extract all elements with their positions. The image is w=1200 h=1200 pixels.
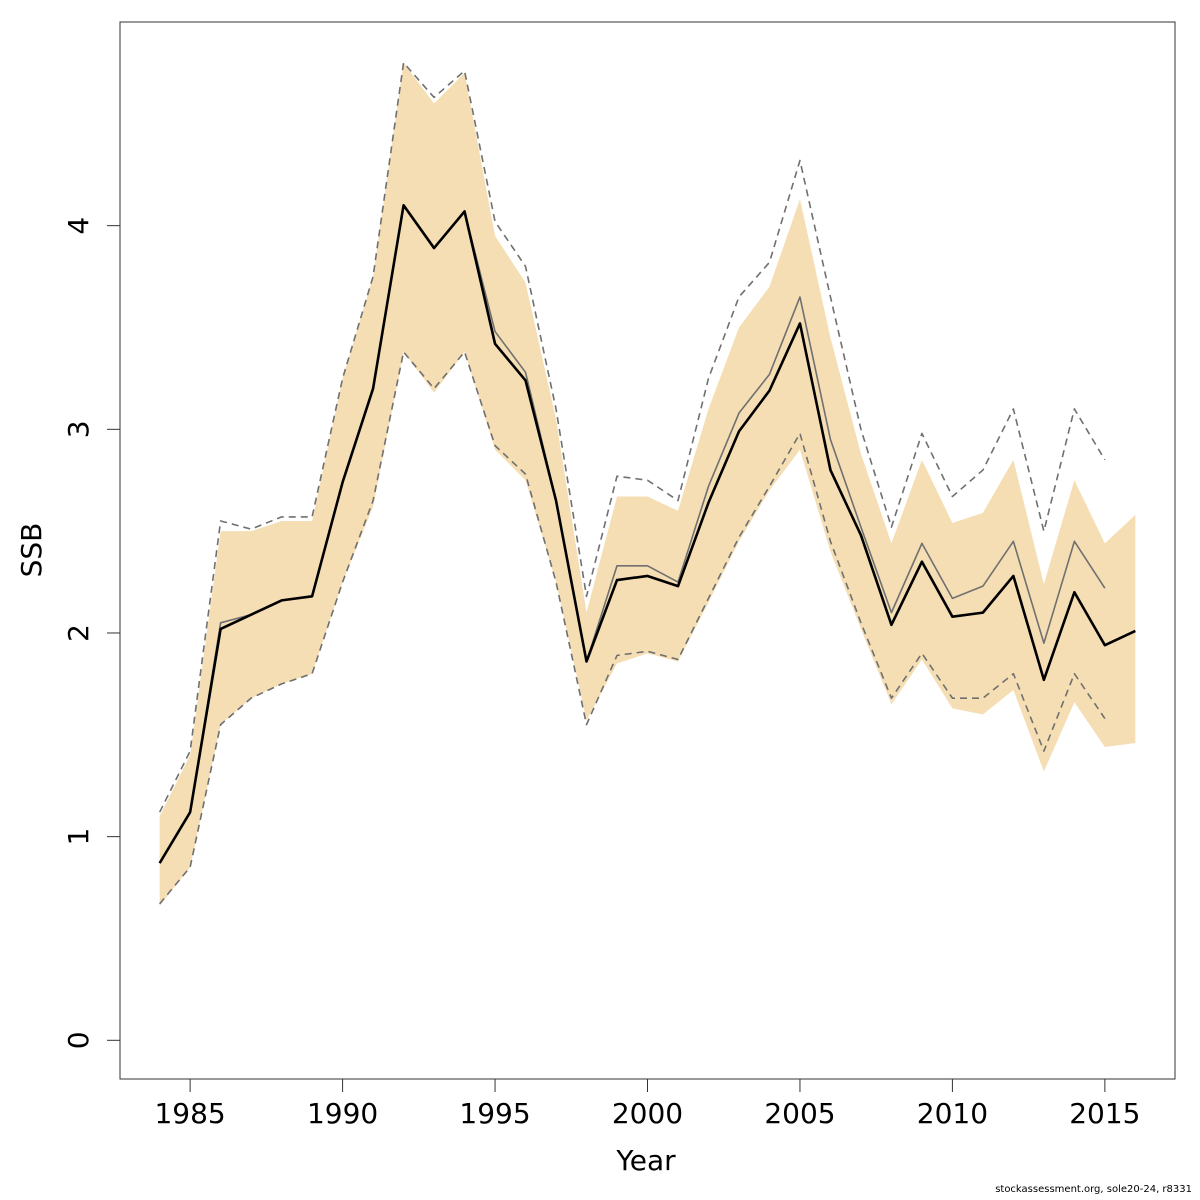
y-tick-label: 2 [62,624,95,642]
confidence-band [159,62,1136,906]
dashed-line [158,61,1106,813]
x-tick-label: 2010 [917,1097,988,1130]
dashed-line [159,351,1106,905]
x-tick-label: 2000 [612,1097,683,1130]
y-tick-label: 4 [62,217,95,235]
y-tick-label: 1 [62,828,95,846]
y-axis-label: SSB [15,523,48,578]
footnote: stockassessment.org, sole20-24, r8331 [995,1184,1192,1195]
x-tick-label: 2015 [1069,1097,1140,1130]
y-tick-label: 3 [62,420,95,438]
x-axis-label: Year [615,1144,676,1177]
x-tick-label: 2005 [764,1097,835,1130]
x-tick-label: 1990 [307,1097,378,1130]
x-tick-label: 1995 [459,1097,530,1130]
y-tick-label: 0 [62,1031,95,1049]
x-tick-label: 1985 [154,1097,225,1130]
line [158,203,1136,864]
